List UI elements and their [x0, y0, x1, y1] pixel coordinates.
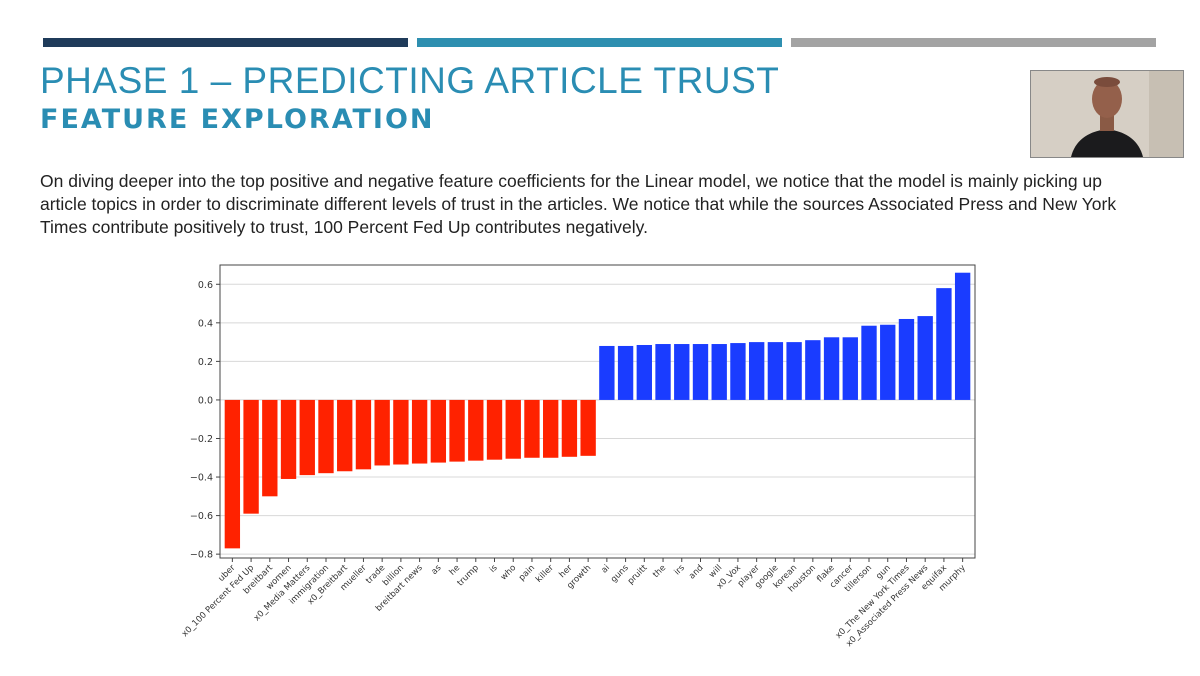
x-tick-label: and: [687, 563, 705, 581]
bar-breitbart-news: [411, 399, 428, 464]
bar-player: [748, 342, 765, 400]
slide-subtitle: FEATURE EXPLORATION: [40, 104, 435, 135]
bar-x0-media-matters: [299, 399, 315, 476]
x-tick-label: who: [499, 563, 518, 582]
chart-bars: [224, 272, 971, 549]
x-tick-label: irs: [673, 563, 688, 578]
header-accent-bar-teal: [417, 38, 782, 47]
y-tick-label: 0.0: [198, 395, 213, 406]
x-tick-label: pruitt: [626, 563, 650, 587]
bar-trade: [374, 399, 390, 466]
bar-irs: [674, 344, 690, 400]
bar-murphy: [954, 272, 971, 400]
y-tick-label: 0.2: [198, 357, 213, 368]
x-tick-label: pain: [517, 563, 537, 583]
bar-tillerson: [861, 325, 877, 400]
bar-as: [430, 399, 447, 463]
bar-women: [280, 399, 297, 479]
bar-x0-100-percent-fed-up: [243, 399, 259, 514]
bar-guns: [617, 345, 634, 400]
bar-breitbart: [262, 399, 278, 497]
y-tick-label: −0.4: [190, 473, 213, 484]
bar-will: [711, 344, 727, 400]
header-accent-bar-gray: [791, 38, 1156, 47]
chart-frame: [219, 264, 976, 559]
y-tick-label: −0.6: [190, 511, 213, 522]
x-tick-label: trump: [456, 563, 481, 588]
bar-pruitt: [636, 344, 652, 400]
presenter-webcam: [1030, 70, 1184, 158]
bar-the: [655, 344, 671, 400]
y-tick-label: 0.6: [198, 280, 213, 291]
x-tick-label: as: [430, 563, 444, 577]
header-accent-bar-dark: [43, 38, 408, 47]
bar-billion: [393, 399, 409, 465]
x-tick-label: he: [448, 563, 463, 578]
chart-y-axis: −0.8 −0.6 −0.4 −0.2 0.0 0.2 0.4 0.6: [190, 280, 220, 561]
bar-x0-associated-press-news: [917, 316, 933, 400]
bar-cancer: [842, 337, 858, 400]
presenter-video-icon: [1031, 71, 1183, 157]
slide-body-text: On diving deeper into the top positive a…: [40, 171, 1117, 237]
bar-x0-the-new-york-times: [898, 318, 915, 400]
x-tick-label: the: [651, 563, 668, 580]
bar-equifax: [936, 288, 952, 400]
bar-google: [767, 342, 784, 400]
bar-x0-vox: [730, 343, 746, 400]
bar-he: [449, 399, 465, 462]
x-tick-label: ai: [600, 563, 612, 575]
bar-mueller: [355, 399, 372, 470]
x-tick-label: killer: [534, 563, 556, 585]
bar-ai: [599, 345, 615, 400]
bar-trump: [468, 399, 484, 461]
feature-coefficient-bar-chart: −0.8 −0.6 −0.4 −0.2 0.0 0.2 0.4 0.6 uberx0_100 …: [180, 264, 976, 649]
bar-houston: [805, 340, 821, 400]
slide-title: PHASE 1 – PREDICTING ARTICLE TRUST: [40, 60, 780, 101]
bar-gun: [880, 324, 896, 400]
x-tick-label: is: [488, 563, 500, 575]
bar-immigration: [318, 399, 334, 474]
bar-killer: [543, 399, 559, 458]
bar-pain: [524, 399, 540, 458]
bar-korean: [786, 342, 802, 400]
bar-flake: [823, 337, 840, 400]
y-tick-label: −0.8: [190, 550, 213, 561]
bar-is: [486, 399, 503, 460]
bar-her: [561, 399, 578, 457]
bar-uber: [224, 399, 241, 549]
bar-growth: [580, 399, 596, 456]
bar-x0-breitbart: [337, 399, 353, 472]
y-tick-label: −0.2: [190, 434, 213, 445]
bar-and: [692, 344, 709, 400]
bar-who: [505, 399, 521, 459]
y-tick-label: 0.4: [198, 318, 213, 329]
